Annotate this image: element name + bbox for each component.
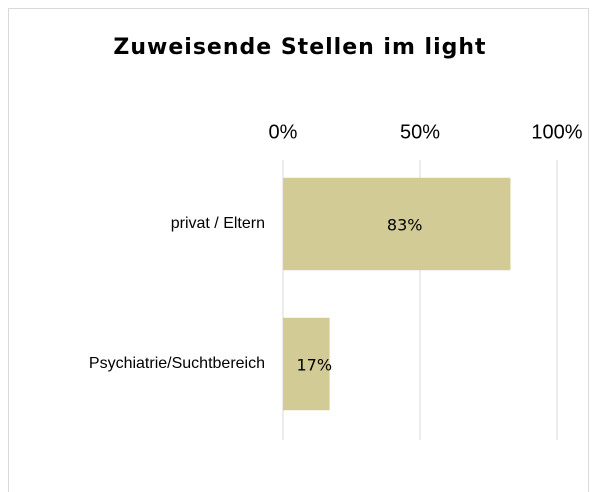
data-label: 83% [387, 216, 423, 235]
chart-title: Zuweisende Stellen im light [113, 35, 486, 60]
x-tick-label: 0% [269, 121, 298, 143]
bar [283, 177, 511, 271]
y-tick-label: privat / Eltern [171, 215, 265, 232]
bar [283, 317, 330, 411]
y-tick-label: Psychiatrie/Suchtbereich [89, 355, 265, 372]
x-tick-label: 50% [400, 121, 440, 143]
x-tick-label: 100% [531, 121, 582, 143]
data-label: 17% [297, 356, 333, 375]
